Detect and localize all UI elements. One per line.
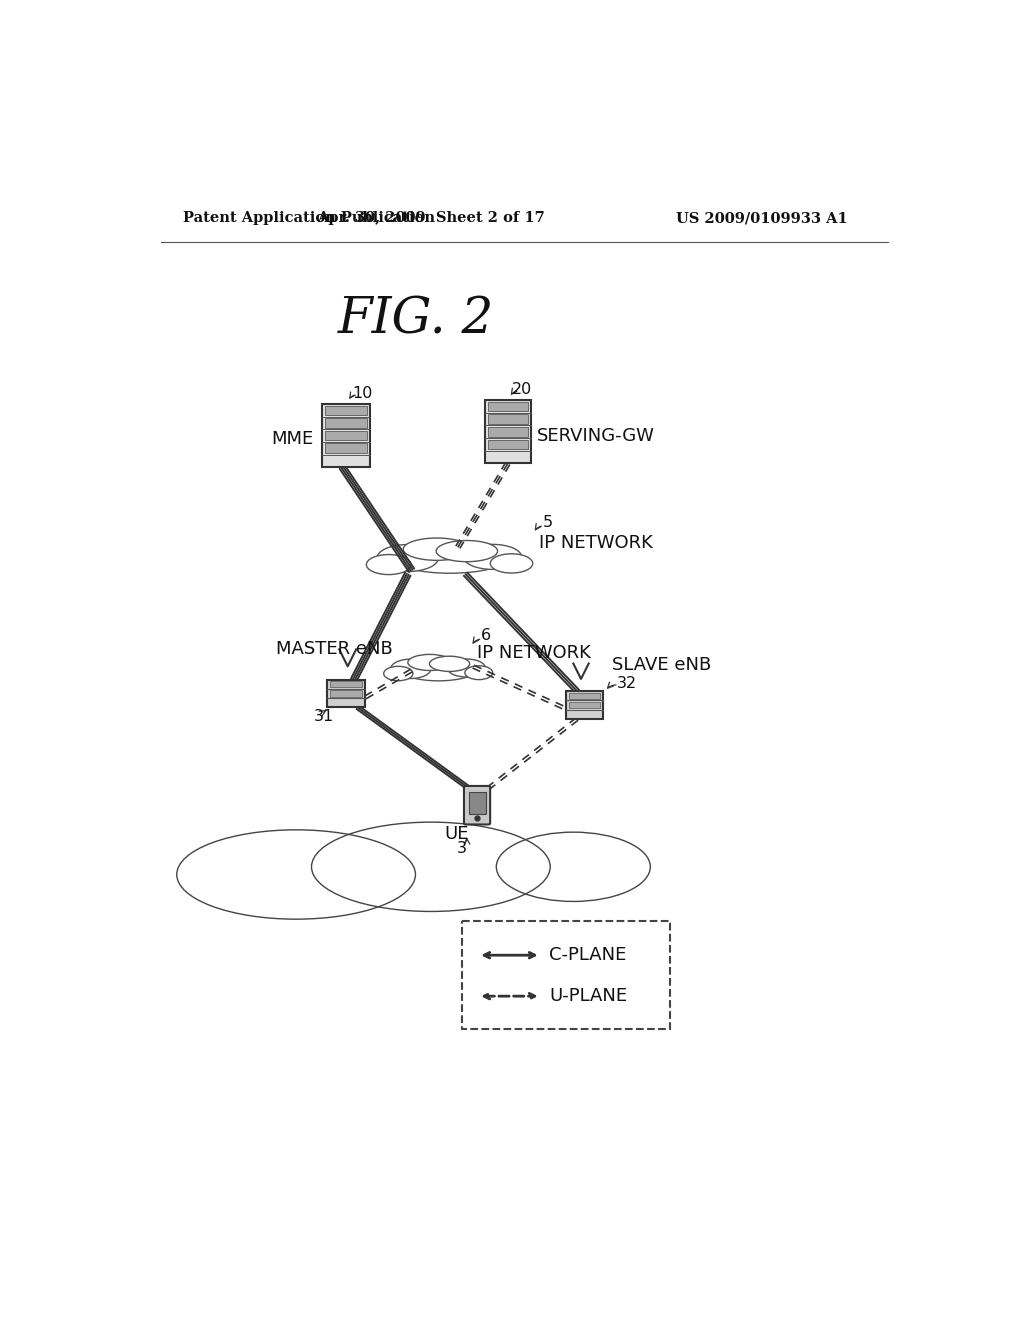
Text: MASTER eNB: MASTER eNB: [276, 640, 393, 657]
Ellipse shape: [403, 539, 470, 560]
Bar: [469, 792, 485, 813]
Bar: [326, 430, 367, 441]
Bar: [487, 414, 528, 424]
Text: 5: 5: [543, 515, 553, 531]
Text: U-PLANE: U-PLANE: [549, 987, 627, 1005]
Bar: [327, 680, 366, 708]
Bar: [487, 426, 528, 437]
Text: 32: 32: [617, 676, 637, 692]
Ellipse shape: [377, 545, 438, 572]
Text: Patent Application Publication: Patent Application Publication: [183, 211, 435, 226]
Text: US 2009/0109933 A1: US 2009/0109933 A1: [676, 211, 848, 226]
Text: IP NETWORK: IP NETWORK: [539, 535, 652, 552]
Text: Apr. 30, 2009  Sheet 2 of 17: Apr. 30, 2009 Sheet 2 of 17: [317, 211, 545, 226]
Text: SERVING-GW: SERVING-GW: [538, 426, 655, 445]
Text: C-PLANE: C-PLANE: [549, 946, 627, 964]
Text: 10: 10: [352, 385, 373, 401]
Text: 6: 6: [481, 628, 492, 643]
Text: MME: MME: [271, 430, 313, 449]
Bar: [569, 693, 600, 700]
Bar: [326, 405, 367, 414]
Ellipse shape: [465, 665, 493, 680]
Bar: [569, 702, 600, 708]
FancyBboxPatch shape: [464, 785, 490, 825]
Ellipse shape: [464, 544, 521, 569]
Text: 20: 20: [512, 381, 531, 397]
Bar: [484, 400, 531, 463]
Ellipse shape: [367, 554, 411, 574]
Text: SLAVE eNB: SLAVE eNB: [611, 656, 711, 675]
Text: IP NETWORK: IP NETWORK: [477, 644, 591, 661]
Text: FIG. 2: FIG. 2: [337, 296, 494, 345]
Ellipse shape: [384, 667, 413, 681]
Text: 3: 3: [457, 841, 467, 855]
Ellipse shape: [408, 655, 452, 671]
Text: 31: 31: [313, 709, 334, 725]
Ellipse shape: [436, 540, 498, 562]
Ellipse shape: [490, 554, 532, 573]
Ellipse shape: [394, 544, 506, 573]
Ellipse shape: [390, 659, 431, 678]
Ellipse shape: [447, 659, 485, 677]
Bar: [330, 690, 362, 697]
Bar: [462, 921, 670, 1028]
Bar: [326, 444, 367, 453]
Bar: [487, 440, 528, 449]
Text: UE: UE: [444, 825, 469, 843]
Ellipse shape: [429, 656, 470, 672]
Ellipse shape: [402, 660, 475, 681]
Bar: [330, 681, 362, 688]
Bar: [326, 418, 367, 428]
Bar: [487, 401, 528, 412]
Bar: [566, 692, 603, 719]
Bar: [323, 404, 370, 467]
